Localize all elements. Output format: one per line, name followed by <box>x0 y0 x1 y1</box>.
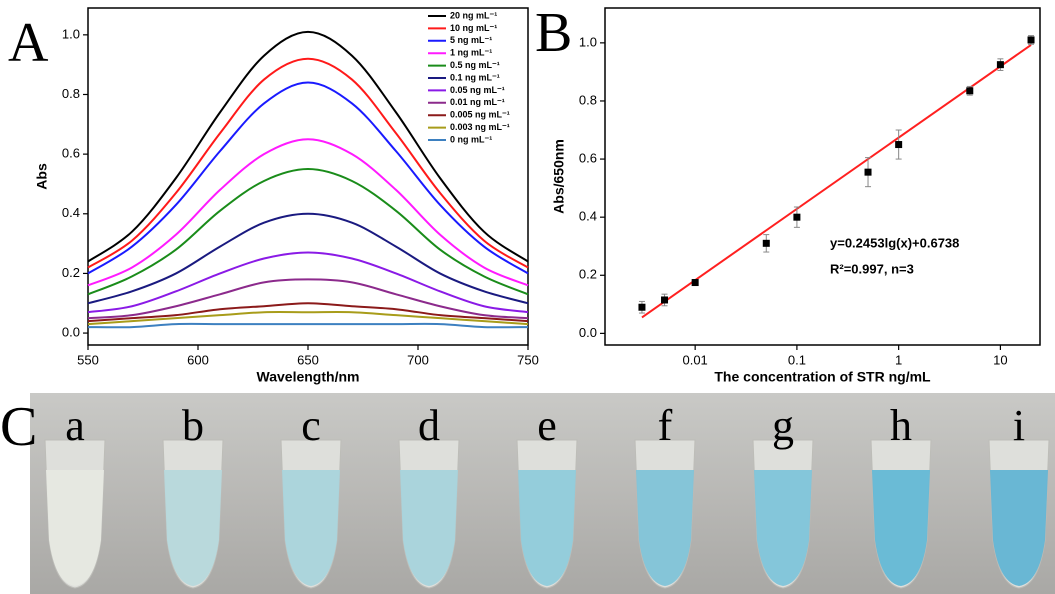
tube-liquid <box>400 470 458 586</box>
tube <box>752 439 814 589</box>
tube-liquid <box>636 470 694 586</box>
data-point <box>966 87 974 95</box>
fit-annotation: R²=0.997, n=3 <box>830 261 914 276</box>
legend-label: 5 ng mL⁻¹ <box>450 35 492 45</box>
data-point <box>661 296 669 304</box>
spectrum-line <box>87 322 529 329</box>
legend-label: 0.1 ng mL⁻¹ <box>450 72 500 82</box>
tube <box>870 439 932 589</box>
tube-label: f <box>658 401 673 450</box>
x-tick-label: 550 <box>77 352 99 367</box>
y-tick-label: 0.0 <box>579 325 597 340</box>
tube <box>44 439 106 589</box>
y-tick-label: 0.8 <box>579 92 597 107</box>
data-point <box>864 168 872 176</box>
legend-label: 0.003 ng mL⁻¹ <box>450 122 510 132</box>
tube-liquid <box>46 470 104 586</box>
spectrum-line <box>87 310 529 326</box>
spectrum-line <box>87 251 529 314</box>
y-tick-label: 0.0 <box>62 325 80 340</box>
tube-label: a <box>65 401 85 450</box>
tube-label: i <box>1013 401 1025 450</box>
legend-label: 0.5 ng mL⁻¹ <box>450 60 500 70</box>
panel-label: B <box>535 2 572 64</box>
y-tick-label: 0.4 <box>62 205 80 220</box>
data-point <box>762 239 770 247</box>
plot-frame <box>604 7 1041 346</box>
data-point <box>638 303 646 311</box>
y-tick-label: 1.0 <box>62 26 80 41</box>
panel-label: A <box>8 12 49 74</box>
data-point <box>996 61 1004 69</box>
y-tick-label: 0.4 <box>579 209 597 224</box>
tube <box>634 439 696 589</box>
legend-label: 20 ng mL⁻¹ <box>450 10 497 20</box>
data-point <box>691 279 699 287</box>
x-tick-label: 1 <box>895 352 902 367</box>
tube-label: g <box>772 401 794 450</box>
tube-label: e <box>537 401 557 450</box>
y-tick-label: 0.2 <box>62 265 80 280</box>
y-tick-label: 0.6 <box>579 151 597 166</box>
x-tick-label: 0.01 <box>682 352 707 367</box>
x-axis-label: Wavelength/nm <box>257 369 360 385</box>
tube-liquid <box>518 470 576 586</box>
tube-liquid <box>990 470 1048 586</box>
tube-label: b <box>182 401 204 450</box>
spectrum-line <box>87 81 529 275</box>
fit-line <box>641 44 1032 319</box>
y-tick-label: 0.2 <box>579 267 597 282</box>
x-tick-label: 600 <box>187 352 209 367</box>
legend-label: 10 ng mL⁻¹ <box>450 23 497 33</box>
legend-label: 0.005 ng mL⁻¹ <box>450 110 510 120</box>
x-tick-label: 750 <box>517 352 539 367</box>
data-point <box>793 213 801 221</box>
y-tick-label: 1.0 <box>579 34 597 49</box>
tube-label: c <box>301 401 321 450</box>
x-axis-label: The concentration of STR ng/mL <box>714 369 931 385</box>
x-tick-label: 0.1 <box>788 352 806 367</box>
tube <box>516 439 578 589</box>
x-tick-label: 700 <box>407 352 429 367</box>
spectrum-line <box>87 278 529 320</box>
legend-label: 0 ng mL⁻¹ <box>450 134 492 144</box>
tube-liquid <box>754 470 812 586</box>
tube-liquid <box>164 470 222 586</box>
y-axis-label: Abs/650nm <box>551 139 567 214</box>
tube <box>280 439 342 589</box>
tube <box>398 439 460 589</box>
spectrum-line <box>87 212 529 305</box>
spectrum-line <box>87 30 529 263</box>
x-tick-label: 650 <box>297 352 319 367</box>
spectrum-line <box>87 168 529 296</box>
y-tick-label: 0.8 <box>62 86 80 101</box>
x-tick-label: 10 <box>993 352 1007 367</box>
spectrum-line <box>87 138 529 287</box>
y-tick-label: 0.6 <box>62 146 80 161</box>
data-point <box>1027 36 1035 44</box>
fit-annotation: y=0.2453lg(x)+0.6738 <box>830 235 959 250</box>
legend-label: 0.01 ng mL⁻¹ <box>450 97 505 107</box>
tube <box>162 439 224 589</box>
spectrum-line <box>87 57 529 269</box>
y-axis-label: Abs <box>34 163 50 190</box>
tube-liquid <box>872 470 930 586</box>
legend-label: 0.05 ng mL⁻¹ <box>450 85 505 95</box>
tube-label: h <box>890 401 912 450</box>
tube <box>988 439 1050 589</box>
spectrum-line <box>87 302 529 323</box>
data-point <box>895 141 903 149</box>
tube-label: d <box>418 401 440 450</box>
tube-liquid <box>282 470 340 586</box>
legend-label: 1 ng mL⁻¹ <box>450 48 492 58</box>
panel-label: C <box>0 396 37 458</box>
